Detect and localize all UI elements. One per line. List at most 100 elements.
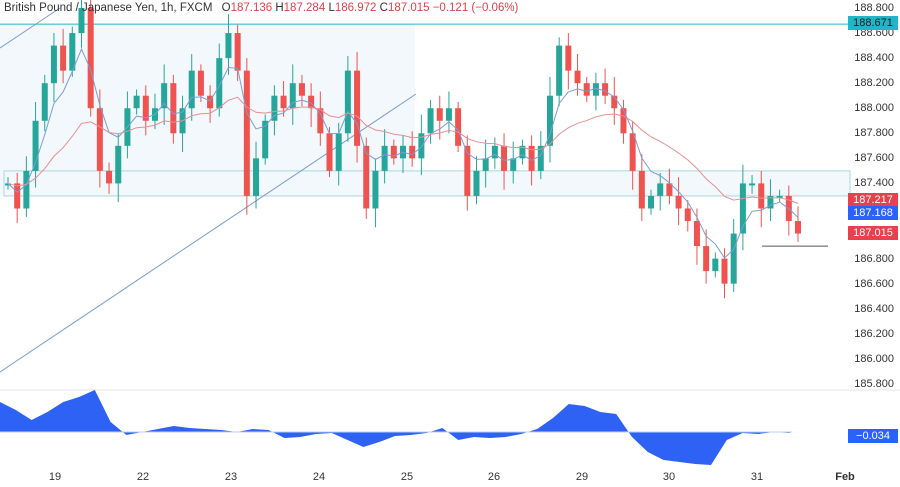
- price-axis[interactable]: 188.800 188.600 188.400 188.200 188.000 187.8…: [845, 0, 900, 465]
- candle: [473, 170, 480, 196]
- time-tick: 30: [662, 471, 676, 483]
- price-tick: 187.600: [854, 152, 894, 165]
- candle: [427, 108, 434, 134]
- ma-slow: [7, 96, 799, 204]
- candle: [528, 145, 535, 171]
- time-tick: 29: [575, 471, 589, 483]
- oscillator-value-label: −0.034: [848, 429, 898, 443]
- time-axis[interactable]: 19 22 23 24 25 26 29 30 31 Feb: [0, 465, 900, 487]
- time-tick: 19: [48, 471, 62, 483]
- candle: [335, 133, 342, 171]
- candle: [188, 70, 195, 109]
- candle: [225, 33, 232, 59]
- candle: [491, 145, 498, 159]
- candle: [629, 133, 636, 171]
- candle: [592, 83, 599, 96]
- candle: [142, 95, 149, 121]
- candle: [197, 70, 204, 96]
- candle: [739, 183, 746, 234]
- oscillator-area: [0, 390, 790, 465]
- candle: [730, 233, 737, 284]
- candle: [363, 145, 370, 209]
- trendline-lower: [0, 93, 417, 373]
- candle: [289, 83, 296, 109]
- price-tick: 186.200: [854, 327, 894, 340]
- candle: [87, 8, 94, 109]
- price-tick: 188.800: [854, 2, 894, 14]
- price-label: 187.217: [848, 193, 898, 207]
- time-tick: 31: [750, 471, 764, 483]
- candle: [60, 45, 67, 71]
- candle: [583, 83, 590, 96]
- change-value: −0.121 (−0.06%): [432, 2, 519, 14]
- candle: [5, 183, 11, 186]
- price-tick: 185.800: [854, 377, 894, 390]
- candle: [262, 120, 269, 159]
- candle: [253, 158, 260, 196]
- candle: [78, 8, 85, 34]
- candle: [693, 221, 700, 247]
- candle: [546, 95, 553, 146]
- price-tick: 188.200: [854, 77, 894, 90]
- candle: [620, 108, 627, 134]
- price-tick: 188.400: [854, 52, 894, 65]
- candle: [381, 145, 388, 171]
- candle: [317, 108, 324, 134]
- candle: [14, 183, 21, 209]
- candle: [390, 145, 397, 159]
- price-tick: 186.800: [854, 252, 894, 265]
- trendline-upper: [0, 7, 61, 49]
- candle: [675, 195, 682, 209]
- candle: [326, 133, 333, 171]
- candle: [721, 258, 728, 284]
- candle: [574, 70, 581, 84]
- time-tick: 24: [312, 471, 326, 483]
- support-zone: [3, 170, 851, 197]
- candle: [50, 45, 57, 84]
- candle: [445, 108, 452, 121]
- candle: [354, 70, 361, 146]
- candle: [115, 145, 122, 184]
- candle: [207, 95, 214, 109]
- candle: [510, 158, 517, 171]
- candle: [69, 33, 76, 71]
- candle: [271, 95, 278, 121]
- open-value: 187.136: [230, 2, 273, 14]
- price-label: 187.015: [848, 226, 898, 240]
- time-tick: 26: [487, 471, 501, 483]
- candle: [243, 70, 250, 196]
- candle: [409, 145, 416, 159]
- candle: [308, 95, 315, 109]
- candle: [41, 83, 48, 121]
- candle: [703, 246, 710, 272]
- candle: [638, 170, 645, 209]
- candle: [32, 120, 39, 171]
- ma-fast: [7, 47, 799, 259]
- candle: [519, 145, 526, 159]
- candle: [216, 58, 223, 109]
- symbol-title: British Pound / Japanese Yen, 1h, FXCM: [4, 2, 213, 14]
- candle: [436, 108, 443, 121]
- candle: [611, 95, 618, 109]
- price-tick: 187.800: [854, 127, 894, 140]
- candle: [657, 183, 664, 196]
- candle: [795, 221, 801, 234]
- candle: [280, 95, 287, 109]
- chart-header: British Pound / Japanese Yen, 1h, FXCM O…: [4, 2, 518, 14]
- candle: [464, 145, 471, 196]
- candle: [749, 183, 756, 186]
- time-tick: 23: [224, 471, 238, 483]
- candle: [556, 45, 563, 96]
- price-tick: 187.400: [854, 177, 894, 190]
- candle: [482, 158, 489, 171]
- close-value: 187.015: [387, 2, 430, 14]
- time-tick: 22: [136, 471, 150, 483]
- low-value: 186.972: [334, 2, 377, 14]
- candle: [758, 183, 765, 209]
- candle: [170, 83, 177, 134]
- candle: [537, 145, 544, 171]
- candle: [234, 33, 241, 71]
- candle: [298, 83, 305, 96]
- candle: [372, 170, 379, 209]
